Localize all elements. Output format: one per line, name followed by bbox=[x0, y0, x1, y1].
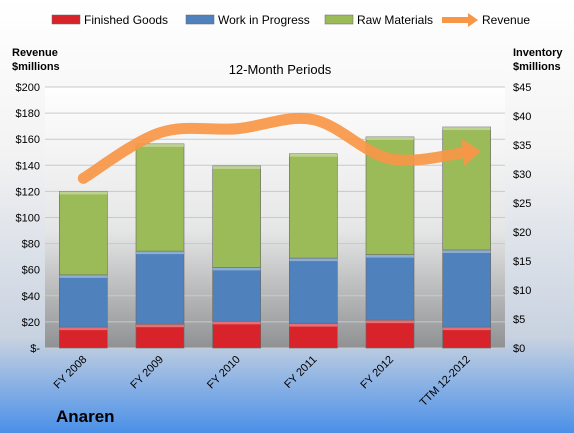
legend-label: Revenue bbox=[482, 13, 530, 27]
left-tick-label: $120 bbox=[16, 186, 40, 198]
right-tick-label: $0 bbox=[513, 343, 525, 355]
bar-highlight bbox=[289, 153, 338, 157]
left-tick-label: $180 bbox=[16, 108, 40, 120]
right-tick-label: $25 bbox=[513, 198, 531, 210]
right-tick-label: $40 bbox=[513, 111, 531, 123]
bar-raw-materials bbox=[135, 143, 185, 252]
right-axis-ticks: $0 $5 $10 $15 $20 $25 $30 $35 $40 $45 bbox=[513, 82, 531, 355]
left-tick-label: $200 bbox=[16, 82, 40, 94]
left-axis-ticks: $- $20 $40 $60 $80 $100 $120 $140 $160 $180 $200 bbox=[16, 82, 41, 355]
bar-finished-goods bbox=[442, 326, 491, 349]
right-tick-label: $15 bbox=[513, 256, 531, 268]
bar-highlight bbox=[289, 258, 338, 262]
bar-raw-materials bbox=[59, 191, 108, 276]
bar-highlight bbox=[442, 249, 491, 253]
revenue-arrowhead bbox=[461, 138, 481, 167]
bar-highlight bbox=[212, 267, 261, 271]
bar-highlight bbox=[212, 321, 261, 325]
bar-work-in-progress bbox=[442, 249, 491, 328]
company-name: Anaren bbox=[56, 407, 115, 426]
left-tick-label: $60 bbox=[22, 265, 40, 277]
legend-label: Work in Progress bbox=[218, 13, 310, 27]
bar-finished-goods bbox=[135, 323, 185, 349]
bar-finished-goods bbox=[212, 321, 261, 349]
bar-work-in-progress bbox=[212, 267, 261, 322]
bar-work-in-progress bbox=[289, 257, 338, 324]
legend-swatch bbox=[51, 14, 81, 25]
bar-highlight bbox=[59, 327, 108, 331]
legend-label: Finished Goods bbox=[84, 13, 168, 27]
bar-highlight bbox=[136, 143, 184, 147]
legend: Finished Goods Work in Progress Raw Materi… bbox=[51, 13, 530, 27]
bar-highlight bbox=[366, 136, 414, 140]
right-tick-label: $30 bbox=[513, 169, 531, 181]
grid-layer bbox=[45, 86, 505, 349]
bar-highlight bbox=[442, 127, 491, 131]
left-tick-label: $- bbox=[30, 343, 40, 355]
left-tick-label: $160 bbox=[16, 134, 40, 146]
left-tick-label: $40 bbox=[22, 291, 40, 303]
right-tick-label: $5 bbox=[513, 314, 525, 326]
bar-highlight bbox=[136, 324, 184, 328]
right-tick-label: $10 bbox=[513, 285, 531, 297]
bar-finished-goods bbox=[59, 326, 108, 349]
line-layer bbox=[77, 113, 481, 184]
right-axis-label-line1: Inventory bbox=[513, 47, 563, 59]
left-axis-label-line2: $millions bbox=[12, 61, 60, 73]
bar-work-in-progress bbox=[135, 250, 185, 325]
bar-highlight bbox=[212, 165, 261, 169]
bar-highlight bbox=[366, 254, 414, 258]
left-tick-label: $20 bbox=[22, 317, 40, 329]
left-tick-label: $100 bbox=[16, 213, 40, 225]
bar-highlight bbox=[136, 251, 184, 255]
right-tick-label: $20 bbox=[513, 227, 531, 239]
bar-highlight bbox=[442, 327, 491, 331]
legend-label: Raw Materials bbox=[357, 13, 433, 27]
right-tick-label: $35 bbox=[513, 140, 531, 152]
left-tick-label: $80 bbox=[22, 239, 40, 251]
bar-highlight bbox=[366, 320, 414, 324]
legend-swatch-arrow bbox=[468, 13, 478, 27]
bar-work-in-progress bbox=[59, 274, 108, 328]
bar-highlight bbox=[59, 274, 108, 278]
bar-finished-goods bbox=[365, 319, 415, 349]
legend-swatch bbox=[185, 14, 215, 25]
left-tick-label: $140 bbox=[16, 160, 40, 172]
right-tick-label: $45 bbox=[513, 82, 531, 94]
bar-raw-materials bbox=[212, 165, 261, 268]
bar-finished-goods bbox=[289, 323, 338, 349]
left-axis-label-line1: Revenue bbox=[12, 47, 58, 59]
revenue-line bbox=[77, 113, 473, 184]
bar-highlight bbox=[289, 323, 338, 327]
right-axis-label-line2: $millions bbox=[513, 61, 561, 73]
legend-swatch bbox=[324, 14, 354, 25]
chart-title: 12-Month Periods bbox=[229, 62, 332, 77]
bar-raw-materials bbox=[289, 153, 338, 259]
bar-highlight bbox=[59, 191, 108, 195]
bar-work-in-progress bbox=[365, 254, 415, 321]
